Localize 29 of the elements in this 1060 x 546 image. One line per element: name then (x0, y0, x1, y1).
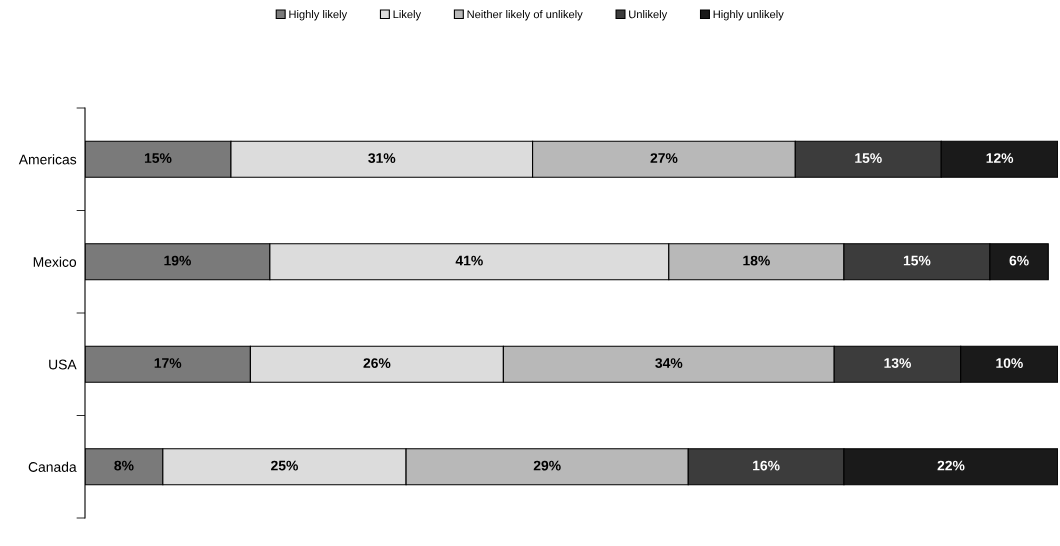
data-label: 15% (144, 153, 172, 163)
legend-label: Neither likely of unlikely (467, 10, 583, 21)
data-label: 41% (455, 255, 483, 266)
data-label: 10% (996, 358, 1023, 368)
y-tick-label: Americas (18, 154, 77, 165)
data-label: 6% (1009, 255, 1029, 266)
legend-label: Highly unlikely (713, 10, 784, 21)
data-label: 27% (650, 153, 678, 163)
legend-label: Likely (393, 10, 422, 21)
legend-label: Unlikely (629, 10, 668, 21)
data-label: 34% (655, 358, 683, 368)
data-label: 8% (114, 460, 134, 471)
y-tick-label: USA (49, 359, 77, 370)
data-label: 18% (743, 255, 770, 266)
data-label: 13% (884, 358, 911, 368)
data-label: 12% (986, 153, 1014, 163)
y-tick-label: Mexico (33, 256, 77, 267)
data-label: 25% (271, 460, 298, 471)
y-tick-label: Canada (28, 461, 77, 472)
data-label: 19% (164, 255, 191, 266)
data-label: 17% (154, 358, 182, 368)
data-label: 29% (533, 460, 561, 471)
data-label: 15% (903, 255, 931, 266)
data-label: 26% (363, 358, 391, 368)
data-label: 16% (753, 460, 780, 471)
legend-label: Highly likely (289, 10, 348, 21)
data-label: 31% (368, 153, 396, 163)
data-label: 15% (855, 153, 882, 163)
data-label: 22% (937, 460, 965, 471)
